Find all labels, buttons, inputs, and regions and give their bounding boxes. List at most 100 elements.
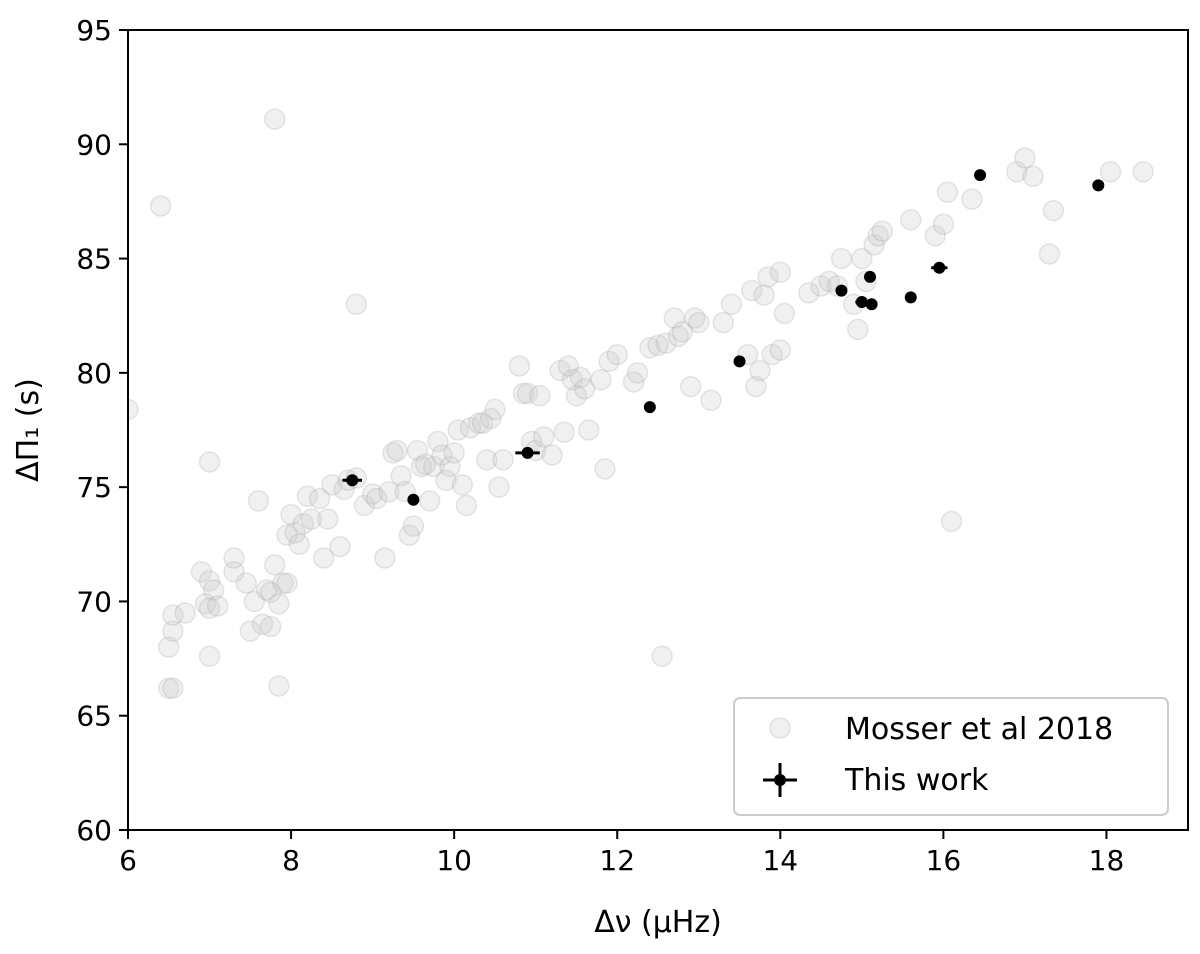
x-tick-label: 12 (599, 844, 635, 877)
mosser-point (198, 645, 221, 668)
mosser-point (818, 270, 840, 293)
mosser-point (557, 355, 580, 377)
mosser-point (259, 581, 282, 604)
mosser-point (235, 572, 257, 594)
this-work-marker (855, 296, 868, 308)
mosser-point (667, 325, 690, 348)
this-work-marker (407, 493, 420, 506)
mosser-point (553, 421, 575, 444)
mosser-point (158, 677, 180, 700)
mosser-point (577, 419, 600, 441)
legend: Mosser et al 2018 This work (733, 697, 1169, 816)
mosser-point (423, 455, 445, 478)
plot-background (128, 30, 1188, 830)
mosser-point (410, 455, 433, 478)
mosser-point (871, 220, 893, 242)
mosser-point (223, 560, 245, 583)
this-work-point (342, 474, 363, 487)
mosser-point (398, 524, 421, 546)
this-work-point (835, 284, 848, 297)
mosser-point (198, 597, 221, 620)
mosser-point (940, 510, 963, 533)
mosser-point (867, 224, 889, 247)
x-tick-label: 8 (282, 844, 300, 877)
mosser-point (292, 512, 315, 535)
mosser-point (745, 375, 767, 398)
mosser-point (769, 339, 792, 361)
mosser-point (284, 522, 306, 544)
mosser-point (276, 572, 298, 594)
mosser-point (606, 343, 628, 366)
mosser-point (406, 439, 429, 462)
x-tick-label: 16 (926, 844, 962, 877)
mosser-point (329, 535, 351, 558)
this-work-point (904, 291, 917, 304)
mosser-point (353, 494, 376, 517)
legend-marker-mosser (769, 717, 791, 739)
y-tick-label: 90 (76, 128, 112, 161)
mosser-point (268, 592, 290, 615)
mosser-point (386, 439, 408, 462)
mosser-point (512, 382, 535, 405)
x-tick-label: 14 (762, 844, 798, 877)
mosser-point (247, 490, 270, 512)
mosser-point (374, 547, 396, 569)
mosser-point (190, 560, 213, 583)
mosser-point (1006, 160, 1028, 183)
mosser-point (830, 247, 853, 270)
mosser-point (598, 350, 620, 373)
mosser-point (484, 398, 506, 421)
y-tick-label: 70 (76, 585, 112, 618)
mosser-point (1042, 199, 1065, 222)
mosser-point (206, 595, 229, 617)
this-work-marker (835, 284, 848, 297)
mosser-point (655, 332, 677, 354)
mosser-point (688, 311, 710, 334)
mosser-point (516, 382, 539, 405)
mosser-point (223, 547, 245, 569)
mosser-point (565, 384, 588, 407)
mosser-point (418, 490, 441, 512)
mosser-point (900, 208, 922, 231)
legend-frame (733, 697, 1169, 816)
y-tick-label: 95 (76, 14, 112, 47)
mosser-point (451, 474, 474, 496)
this-work-point (733, 355, 746, 368)
x-tick-label: 6 (119, 844, 137, 877)
mosser-point (296, 485, 319, 508)
this-work-marker (864, 270, 876, 283)
mosser-point (288, 533, 310, 556)
this-work-point (864, 270, 876, 283)
mosser-point (149, 195, 172, 217)
mosser-point (312, 547, 335, 569)
y-axis: 60 65 70 75 80 85 90 95 (76, 14, 128, 847)
mosser-point (243, 590, 266, 613)
this-work-point (1092, 179, 1105, 192)
mosser-point (1022, 165, 1044, 188)
this-work-point (407, 493, 420, 506)
x-axis-label: Δν (μHz) (594, 905, 722, 940)
mosser-point (435, 469, 457, 492)
this-work-marker (865, 298, 878, 311)
mosser-point (749, 359, 771, 382)
mosser-point (251, 613, 274, 636)
mosser-point (414, 453, 437, 476)
this-work-marker (904, 291, 917, 304)
mosser-point (439, 455, 461, 478)
mosser-point (769, 261, 792, 284)
mosser-point (671, 320, 694, 343)
mosser-point (471, 412, 494, 434)
mosser-point (651, 645, 673, 668)
mosser-point (810, 275, 832, 297)
this-work-point (865, 298, 878, 311)
this-work-point (931, 261, 948, 274)
mosser-point (639, 336, 661, 359)
mosser-point (798, 282, 820, 304)
mosser-point (321, 474, 343, 496)
mosser-point (492, 448, 514, 471)
mosser-point (255, 579, 278, 601)
mosser-point (626, 362, 649, 384)
mosser-point (268, 675, 290, 697)
y-tick-label: 80 (76, 357, 112, 390)
this-work-marker (521, 446, 534, 459)
